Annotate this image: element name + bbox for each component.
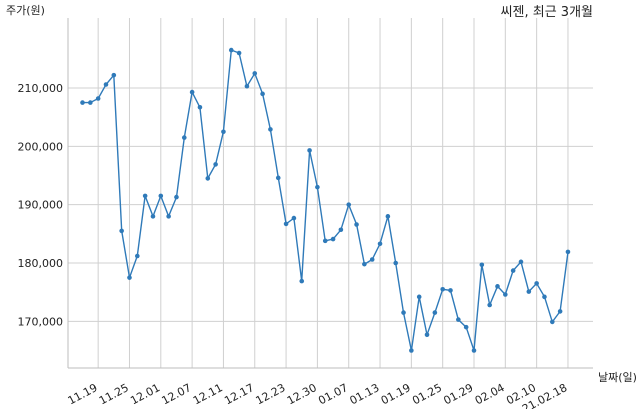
data-point [291,215,297,221]
data-point [550,319,555,325]
data-point [142,193,148,199]
y-tick-label: 200,000 [18,140,64,153]
data-point [456,317,461,322]
data-point [401,310,406,315]
data-point [362,261,367,267]
x-tick-label: 01.29 [441,381,475,407]
data-point [565,249,571,255]
y-tick-labels: 170,000 180,000 190,000 200,000 210,000 [18,82,64,328]
data-point [503,292,508,297]
data-point [432,310,438,315]
data-point [244,83,250,89]
data-point [330,236,336,242]
data-point [158,193,164,199]
data-point [103,82,109,87]
chart-title: 씨젠, 최근 3개월 [501,5,593,20]
data-point [252,71,258,76]
data-point [80,100,85,105]
data-point [338,227,344,233]
x-tick-label: 01.25 [410,381,444,407]
data-point [416,294,422,300]
data-point [440,286,445,292]
y-tick-label: 210,000 [18,82,64,95]
data-point [135,253,140,259]
data-point [275,175,281,181]
data-point [534,281,539,286]
grid [68,18,593,368]
x-tick-label: 01.19 [379,381,413,407]
data-point [174,194,179,200]
x-tick-label: 12.07 [160,381,194,407]
data-point [315,184,320,190]
data-point [487,302,492,308]
x-tick-label: 12.01 [128,381,162,407]
data-point [471,348,477,353]
x-tick-label: 12.30 [285,381,319,407]
data-point [150,214,156,219]
data-point [526,289,532,294]
data-point [236,50,242,56]
data-point [228,47,234,53]
data-point [354,222,359,227]
x-axis-label: 날짜(일) [598,370,637,384]
y-tick-label: 180,000 [18,257,64,270]
data-point [542,294,547,300]
data-point [95,96,101,101]
data-point [166,214,171,219]
data-point [518,259,524,265]
data-point [369,257,375,262]
data-point [495,284,500,289]
series-line [82,49,569,351]
data-point [260,91,265,97]
data-point [127,275,132,280]
axes [67,18,593,369]
data-point [424,332,430,338]
price-line [82,49,569,351]
y-tick-label: 190,000 [18,199,64,212]
data-point [283,221,289,227]
data-point [409,348,414,353]
data-point [307,148,312,153]
data-point [557,309,563,314]
data-point [377,241,383,247]
data-point [268,127,273,132]
data-point [205,176,211,181]
data-point [119,228,124,234]
x-tick-label: 12.23 [254,381,288,407]
x-tick-label: 01.07 [316,381,350,407]
data-point [181,135,187,140]
x-tick-label: 01.13 [348,381,382,407]
data-point [213,162,218,167]
data-point [393,260,399,266]
data-point [479,262,485,268]
data-point [510,268,516,273]
data-point [299,278,305,284]
data-point [221,129,226,135]
x-tick-label: 11.19 [66,381,100,407]
x-tick-label: 11.25 [97,381,131,407]
data-point [322,238,328,244]
data-point [111,72,117,78]
data-point [346,202,352,207]
y-tick-label: 170,000 [18,315,64,328]
data-point [197,104,203,110]
x-tick-label: 12.17 [222,381,256,407]
data-point [463,324,469,330]
data-point [189,89,195,95]
data-point [88,100,93,105]
series-points [80,47,571,353]
data-point [385,214,391,219]
x-tick-labels: 11.1911.2512.0112.0712.1112.1712.2312.30… [66,381,570,409]
x-tick-label: 02.04 [473,381,507,407]
x-tick-label: 12.11 [191,381,225,407]
data-point [448,288,453,293]
y-axis-label: 주가(원) [6,4,45,17]
